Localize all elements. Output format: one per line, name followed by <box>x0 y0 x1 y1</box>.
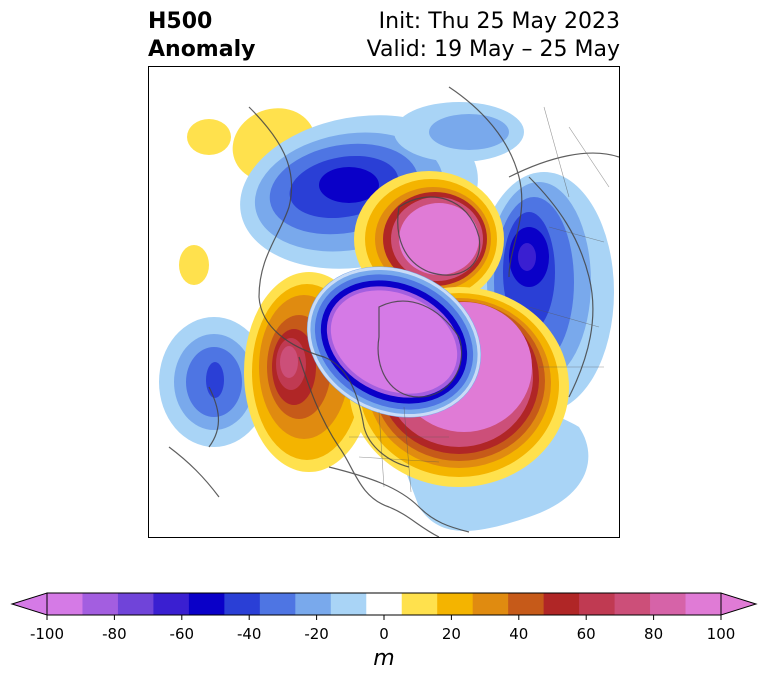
colorbar-segment <box>472 593 509 615</box>
colorbar-segment <box>437 593 474 615</box>
colorbar-under-arrow <box>10 592 48 616</box>
anomaly-positive-small <box>179 245 209 285</box>
colorbar-tick-label: 20 <box>442 625 461 643</box>
colorbar-segment <box>579 593 616 615</box>
colorbar-tick-label: -40 <box>237 625 262 643</box>
title-left: H500 Anomaly <box>148 8 255 64</box>
colorbar-tick-label: 80 <box>644 625 663 643</box>
colorbar-segment <box>153 593 190 615</box>
anomaly-negative-upper <box>394 102 524 162</box>
colorbar-segment <box>543 593 580 615</box>
political-borders <box>349 106 610 493</box>
colorbar-segment <box>614 593 651 615</box>
colorbar-segment <box>188 593 225 615</box>
colorbar-tick-label: 40 <box>509 625 528 643</box>
colorbar-tick-label: 0 <box>379 625 389 643</box>
colorbar-unit-label: m <box>373 646 395 671</box>
colorbar-tick-label: -80 <box>102 625 127 643</box>
colorbar-segment <box>47 593 83 615</box>
title-right: Init: Thu 25 May 2023 Valid: 19 May – 25… <box>367 8 620 64</box>
colorbar-segment <box>117 593 154 615</box>
colorbar-tick-label: -60 <box>170 625 195 643</box>
colorbar-over-arrow <box>720 592 758 616</box>
colorbar-segment <box>401 593 438 615</box>
coastlines <box>168 86 619 537</box>
title-field: H500 <box>148 9 213 34</box>
colorbar-segment <box>295 593 332 615</box>
colorbar-tick-label: -100 <box>30 625 64 643</box>
colorbar-ticks: -100 -80 -60 -40 -20 0 20 40 60 80 100 <box>30 615 735 643</box>
colorbar-segment <box>224 593 261 615</box>
map-panel <box>148 66 620 538</box>
colorbar-segment <box>650 593 687 615</box>
colorbar-tick-label: -20 <box>304 625 329 643</box>
colorbar-segments <box>10 592 758 616</box>
anomaly-negative-arctic <box>306 266 482 418</box>
valid-range: Valid: 19 May – 25 May <box>366 37 620 62</box>
colorbar: -100 -80 -60 -40 -20 0 20 40 60 80 100 <box>10 592 758 643</box>
colorbar-segment <box>330 593 367 615</box>
anomaly-negative-pacific <box>159 317 269 447</box>
colorbar-segment <box>366 593 403 615</box>
colorbar-tick-label: 100 <box>707 625 736 643</box>
init-time: Init: Thu 25 May 2023 <box>378 9 620 34</box>
colorbar-segment <box>685 593 722 615</box>
colorbar-segment <box>508 593 545 615</box>
anomaly-map <box>159 86 619 537</box>
anomaly-positive-north <box>354 171 504 307</box>
title-field-type: Anomaly <box>148 37 256 62</box>
colorbar-segment <box>82 593 119 615</box>
anomaly-zero-ring <box>307 266 481 418</box>
colorbar-segment <box>259 593 296 615</box>
colorbar-tick-label: 60 <box>577 625 596 643</box>
